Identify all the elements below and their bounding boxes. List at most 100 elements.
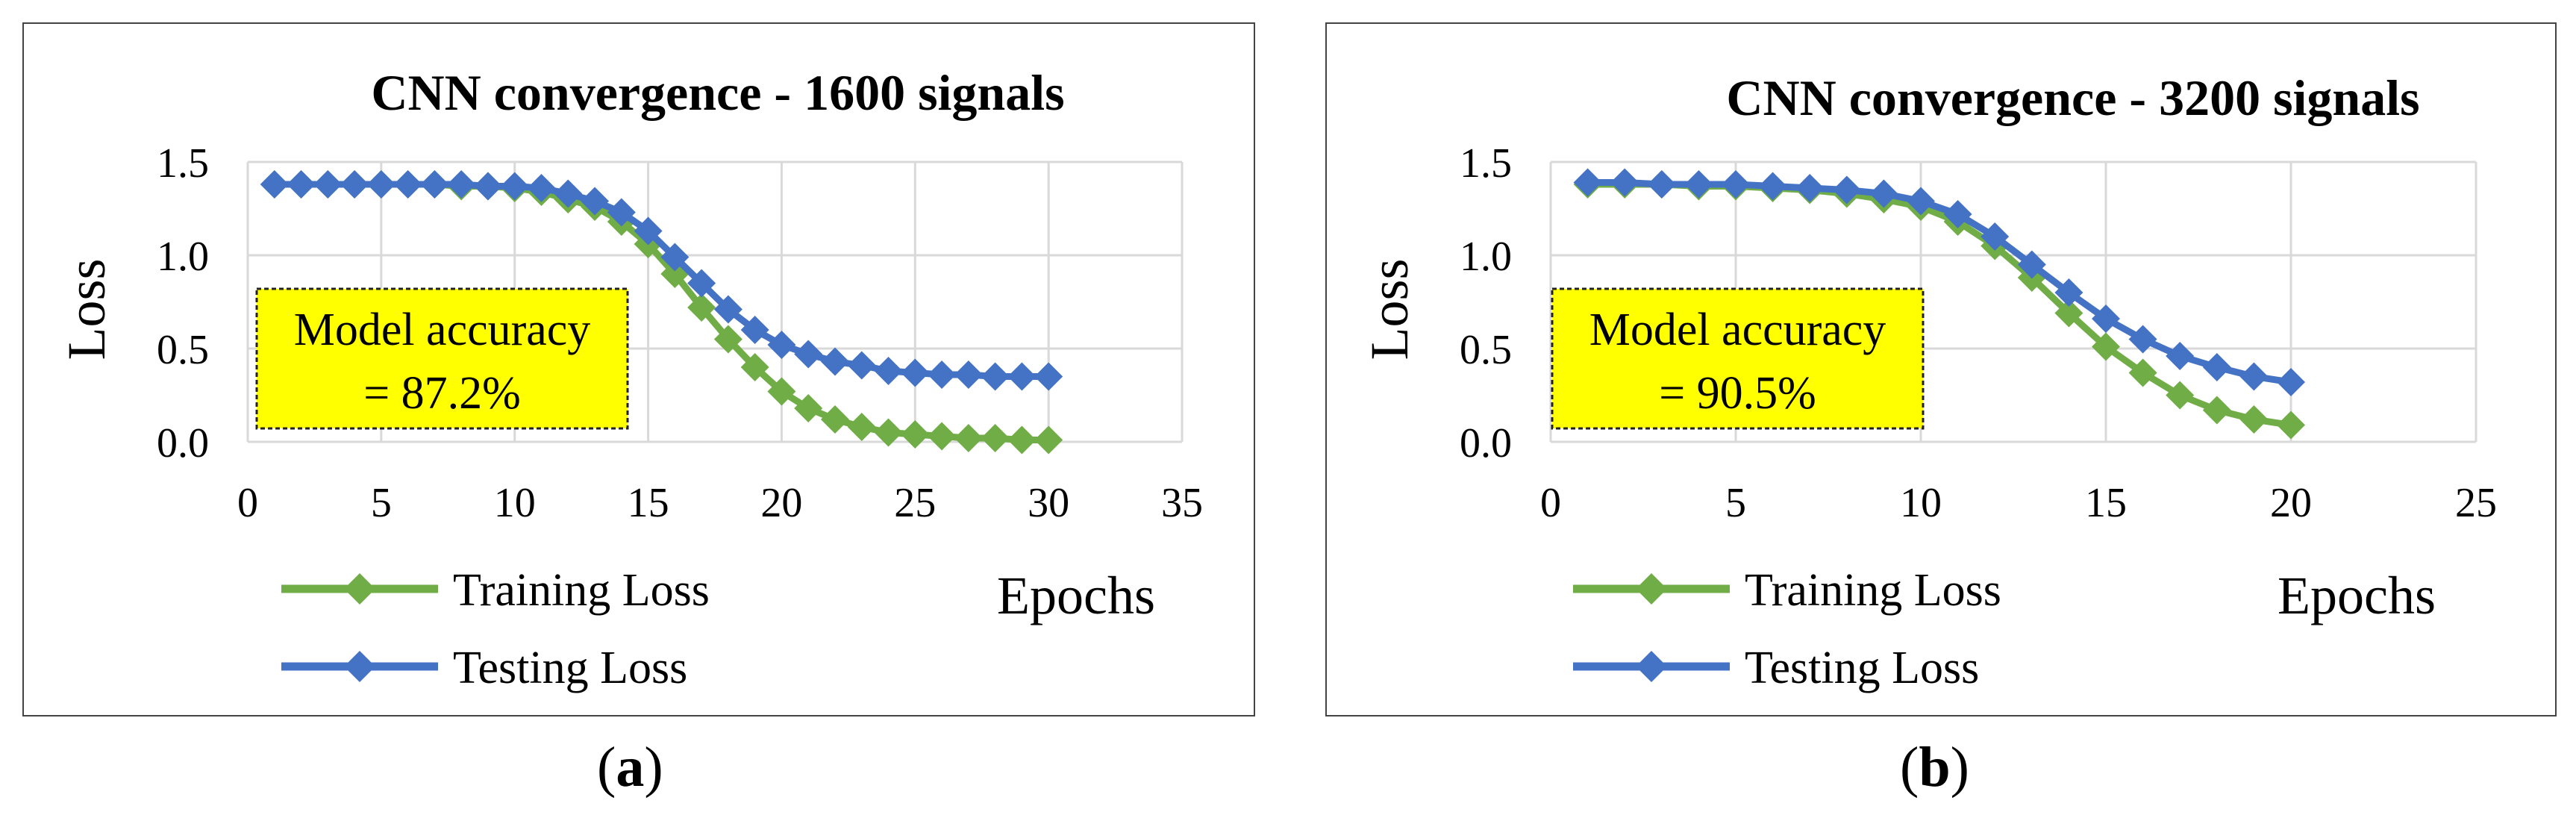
- x-tick-label: 25: [2455, 480, 2497, 526]
- y-tick-label: 1.5: [157, 140, 209, 187]
- x-tick-label: 5: [371, 480, 392, 526]
- data-point-training: [928, 422, 957, 451]
- data-point-testing: [1907, 187, 1935, 216]
- x-tick-label: 20: [760, 480, 802, 526]
- data-point-testing: [2202, 353, 2231, 381]
- x-tick-label: 10: [494, 480, 536, 526]
- data-point-testing: [366, 170, 396, 199]
- data-point-training: [767, 377, 796, 406]
- data-point-testing: [473, 172, 502, 201]
- data-point-training: [2054, 299, 2083, 328]
- data-point-training: [874, 418, 903, 447]
- data-point-testing: [820, 347, 849, 376]
- y-tick-label: 0.0: [1460, 420, 1512, 466]
- data-point-training: [794, 394, 823, 422]
- data-point-testing: [313, 170, 343, 199]
- data-point-testing: [393, 170, 422, 199]
- data-point-testing: [1647, 170, 1676, 199]
- data-point-testing: [740, 316, 769, 344]
- chart-b-svg: CNN convergence - 3200 signals 0.0 0.5 1.0 1…: [1360, 69, 2497, 693]
- legend-label-testing: Testing Loss: [1745, 643, 1979, 693]
- legend-marker-training: [1636, 573, 1667, 605]
- x-tick-label: 5: [1725, 480, 1746, 526]
- data-point-testing: [287, 170, 316, 199]
- data-point-testing: [767, 331, 796, 359]
- caption-a-letter: a: [616, 736, 645, 799]
- data-point-training: [981, 424, 1010, 452]
- data-point-testing: [554, 179, 583, 208]
- data-point-training: [820, 405, 849, 434]
- data-point-testing: [1573, 168, 1602, 197]
- caption-b: (b): [1900, 736, 1969, 799]
- x-tick-label: 15: [2085, 480, 2127, 526]
- data-point-testing: [1684, 170, 1713, 199]
- data-point-testing: [2017, 250, 2046, 279]
- data-point-testing: [1795, 174, 1825, 202]
- data-point-testing: [981, 362, 1010, 391]
- x-tick-label: 15: [628, 480, 669, 526]
- data-point-testing: [794, 340, 823, 369]
- data-point-testing: [687, 269, 716, 298]
- chart-title: CNN convergence - 3200 signals: [1726, 69, 2419, 126]
- data-point-testing: [1832, 175, 1861, 204]
- y-tick-label: 0.0: [157, 420, 209, 466]
- data-point-testing: [260, 170, 289, 199]
- y-axis-label: Loss: [57, 258, 116, 360]
- data-point-testing: [500, 172, 529, 201]
- y-tick-label: 0.5: [1460, 327, 1512, 373]
- data-point-testing: [607, 198, 636, 227]
- data-point-testing: [1007, 362, 1037, 391]
- data-point-testing: [1610, 168, 1639, 197]
- data-point-training: [954, 424, 983, 452]
- caption-a: (a): [597, 736, 663, 799]
- chart-title: CNN convergence - 1600 signals: [371, 64, 1064, 121]
- y-tick-label: 1.0: [1460, 234, 1512, 280]
- data-point-testing: [874, 357, 903, 385]
- y-axis-label: Loss: [1360, 258, 1419, 360]
- data-point-testing: [928, 360, 957, 389]
- data-point-training: [901, 420, 930, 449]
- x-tick-label: 35: [1161, 480, 1203, 526]
- data-point-testing: [581, 187, 610, 216]
- x-tick-label: 0: [237, 480, 258, 526]
- legend-marker-testing: [344, 651, 375, 682]
- data-point-training: [687, 293, 716, 322]
- data-point-testing: [340, 170, 369, 199]
- data-point-training: [2239, 405, 2269, 434]
- chart-panel-a: CNN convergence - 1600 signals 0.0 0.5 1.0 1…: [22, 22, 1255, 716]
- data-point-training: [2128, 358, 2157, 387]
- data-point-testing: [2277, 368, 2305, 396]
- legend-marker-training: [344, 573, 375, 605]
- accuracy-annotation-line2: = 90.5%: [1659, 368, 1816, 419]
- chart-a-svg: CNN convergence - 1600 signals 0.0 0.5 1.0 1…: [57, 64, 1203, 693]
- data-point-testing: [2239, 362, 2269, 391]
- data-point-testing: [447, 170, 476, 199]
- data-point-testing: [1869, 179, 1898, 208]
- data-point-training: [2166, 381, 2195, 410]
- data-point-training: [2202, 396, 2231, 425]
- accuracy-annotation-line1: Model accuracy: [294, 305, 591, 355]
- legend-marker-testing: [1636, 651, 1667, 682]
- data-point-testing: [847, 351, 876, 380]
- accuracy-annotation-line1: Model accuracy: [1589, 305, 1886, 355]
- chart-panel-b: CNN convergence - 3200 signals 0.0 0.5 1.0 1…: [1325, 22, 2557, 716]
- accuracy-annotation-box: [255, 287, 629, 430]
- data-point-testing: [1758, 172, 1787, 201]
- data-point-testing: [713, 295, 743, 324]
- data-point-training: [847, 413, 876, 441]
- data-point-training: [713, 325, 743, 354]
- data-point-testing: [2092, 305, 2120, 333]
- data-point-testing: [954, 360, 983, 389]
- x-tick-label: 20: [2270, 480, 2312, 526]
- data-point-testing: [1981, 222, 2010, 251]
- data-point-testing: [634, 216, 663, 246]
- data-point-training: [1007, 425, 1037, 455]
- data-point-testing: [420, 170, 449, 199]
- legend-label-training: Training Loss: [1745, 565, 2001, 616]
- data-point-testing: [1034, 362, 1063, 391]
- data-point-testing: [527, 174, 556, 202]
- y-tick-label: 1.0: [157, 234, 209, 280]
- legend-label-testing: Testing Loss: [453, 643, 687, 693]
- accuracy-annotation-box: [1551, 287, 1925, 430]
- data-point-training: [1034, 425, 1063, 455]
